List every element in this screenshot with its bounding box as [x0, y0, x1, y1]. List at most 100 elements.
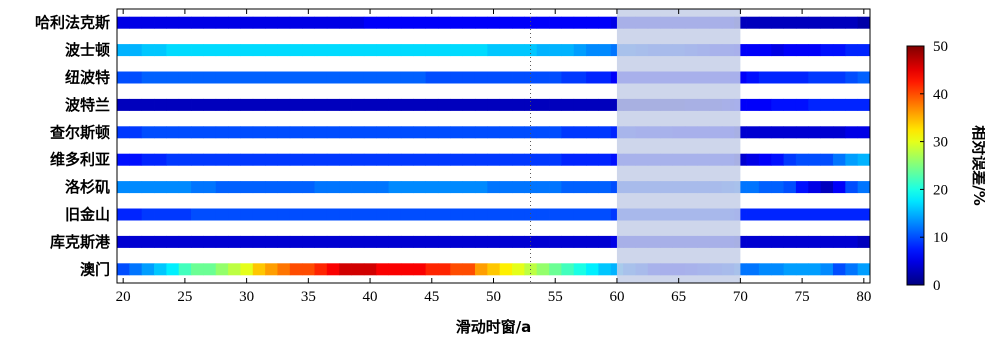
heatmap-cell [289, 208, 303, 221]
colorbar [906, 45, 925, 286]
heatmap-cell [561, 153, 575, 166]
heatmap-cell [191, 263, 204, 276]
heatmap-cell [437, 71, 451, 84]
heatmap-cell [795, 181, 809, 194]
heatmap-cell [820, 16, 834, 29]
heatmap-cell [536, 126, 550, 139]
heatmap-cell [845, 181, 859, 194]
heatmap-cell [302, 153, 315, 166]
heatmap-cell [388, 263, 402, 276]
heatmap-cell [857, 153, 871, 166]
heatmap-cell [141, 16, 155, 29]
heatmap-cell [277, 235, 291, 248]
heatmap-cell [524, 153, 538, 166]
heatmap-cell [857, 263, 871, 276]
heatmap-cell [277, 98, 291, 111]
heatmap-cell [351, 263, 365, 276]
heatmap-cell [376, 71, 389, 84]
heatmap-cell [178, 44, 192, 57]
heatmap-cell [783, 235, 797, 248]
heatmap-cell [166, 71, 180, 84]
heatmap-cell [586, 208, 599, 221]
heatmap-cell [154, 44, 167, 57]
heatmap-cell [512, 208, 525, 221]
heatmap-cell [166, 16, 180, 29]
heatmap-cell [277, 71, 291, 84]
heatmap-cell [228, 16, 241, 29]
heatmap-cell [598, 263, 612, 276]
heatmap-cell [326, 98, 340, 111]
heatmap-cell [252, 16, 266, 29]
heatmap-cell [339, 98, 352, 111]
heatmap-cell [512, 153, 525, 166]
heatmap-cell [795, 263, 809, 276]
heatmap-cell [191, 181, 204, 194]
heatmap-cell [857, 235, 871, 248]
heatmap-cell [499, 126, 513, 139]
heatmap-cell [561, 181, 575, 194]
heatmap-cell [252, 153, 266, 166]
heatmap-cell [758, 153, 772, 166]
heatmap-cell [400, 235, 414, 248]
heatmap-cell [178, 153, 192, 166]
heatmap-cell [746, 44, 760, 57]
heatmap-cell [178, 208, 192, 221]
heatmap-cell [154, 235, 167, 248]
x-tick-label: 65 [671, 289, 686, 305]
heatmap-cell [512, 126, 525, 139]
heatmap-cell [462, 98, 476, 111]
heatmap-cell [450, 153, 464, 166]
heatmap-cell [832, 235, 846, 248]
heatmap-cell [524, 208, 538, 221]
heatmap-cell [561, 44, 575, 57]
heatmap-cell [326, 44, 340, 57]
heatmap-cell [487, 235, 501, 248]
heatmap-cell [413, 71, 426, 84]
heatmap-cell [141, 181, 155, 194]
heatmap-cell [474, 181, 488, 194]
heatmap-cell [758, 235, 772, 248]
x-tick-label: 25 [177, 289, 192, 305]
heatmap-cell [413, 263, 426, 276]
heatmap-cell [117, 126, 130, 139]
heatmap-cell [845, 153, 859, 166]
heatmap-cell [425, 153, 439, 166]
heatmap-cell [783, 153, 797, 166]
heatmap-cell [388, 153, 402, 166]
heatmap-cell [289, 263, 303, 276]
heatmap-cell [857, 98, 871, 111]
heatmap-cell [795, 71, 809, 84]
heatmap-cell [413, 16, 426, 29]
heatmap-cell [228, 126, 241, 139]
heatmap-cell [339, 181, 352, 194]
y-tick-label: 洛杉矶 [65, 178, 110, 196]
heatmap-cell [191, 126, 204, 139]
heatmap-cell [178, 263, 192, 276]
heatmap-cell [215, 126, 229, 139]
heatmap-cell [746, 153, 760, 166]
heatmap-cell [573, 71, 587, 84]
heatmap-cell [376, 44, 389, 57]
heatmap-cell [499, 208, 513, 221]
heatmap-cell [191, 208, 204, 221]
heatmap-cell [758, 71, 772, 84]
heatmap-cell [783, 208, 797, 221]
heatmap-cell [549, 153, 562, 166]
heatmap-cell [820, 235, 834, 248]
heatmap-cell [795, 16, 809, 29]
heatmap-cell [832, 16, 846, 29]
heatmap-cell [450, 208, 464, 221]
heatmap-cell [265, 98, 278, 111]
heatmap-cell [795, 98, 809, 111]
heatmap-cell [326, 235, 340, 248]
heatmap-cell [845, 71, 859, 84]
heatmap-cell [400, 263, 414, 276]
heatmap-cell [845, 263, 859, 276]
heatmap-cell [598, 181, 612, 194]
heatmap-cell [845, 98, 859, 111]
heatmap-cell [512, 98, 525, 111]
heatmap-cell [129, 44, 143, 57]
heatmap-cell [265, 44, 278, 57]
heatmap-cell [117, 153, 130, 166]
heatmap-cell [549, 44, 562, 57]
